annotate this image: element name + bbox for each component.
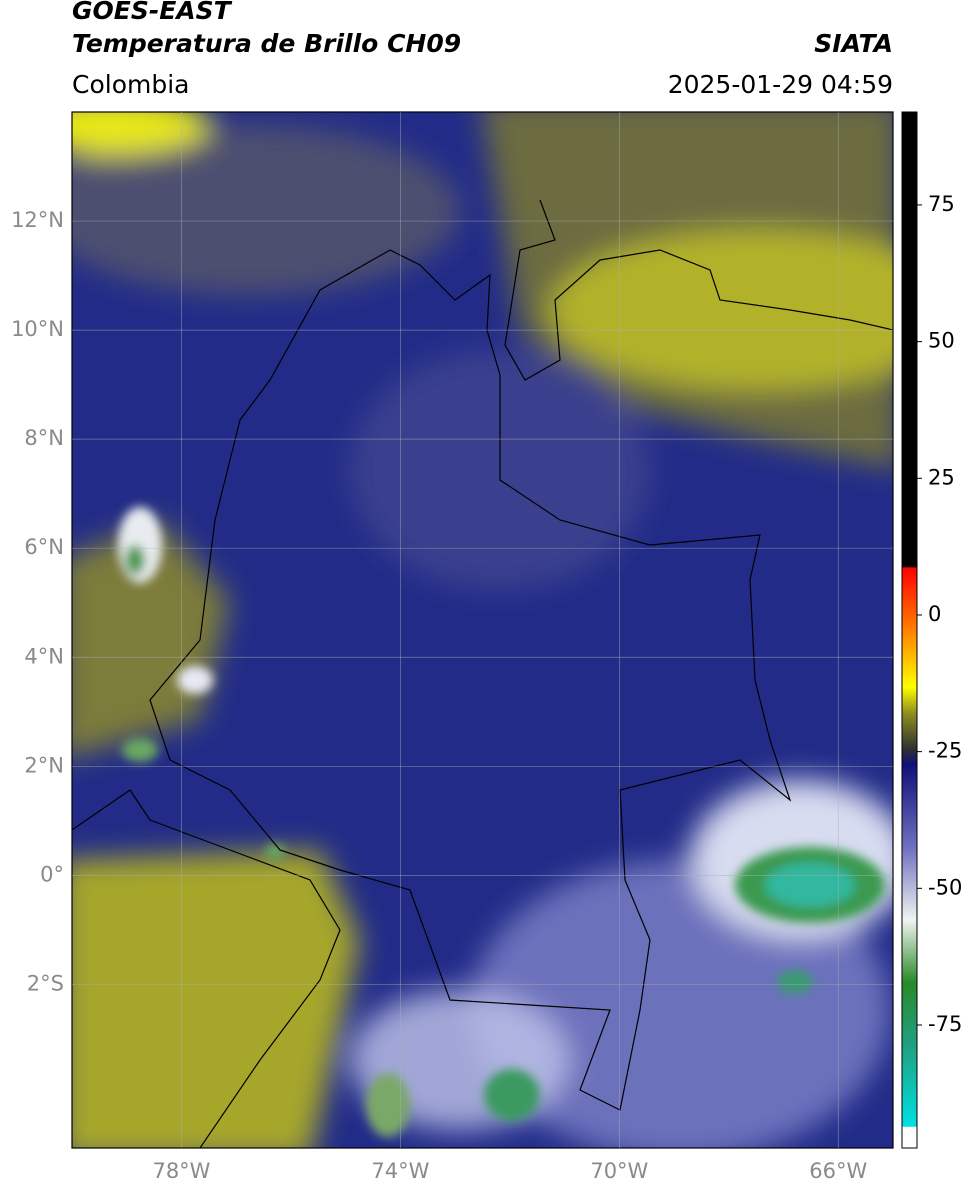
colorbar-tick-label: 50: [928, 329, 955, 353]
source: SIATA: [814, 29, 893, 58]
cold-tops: [118, 507, 885, 1137]
cold-top: [765, 863, 855, 907]
cold-top: [122, 738, 158, 762]
lon-tick-label: 74°W: [371, 1159, 429, 1183]
lat-tick-label: 2°S: [27, 971, 64, 995]
cold-top: [125, 545, 145, 575]
warm-area: [72, 850, 360, 1148]
lat-tick-label: 4°N: [24, 644, 64, 668]
colorbar-tick-label: -50: [928, 875, 962, 899]
colombia-border: [149, 249, 792, 1111]
satellite: GOES-EAST: [72, 0, 233, 25]
lat-tick-label: 10°N: [11, 317, 64, 341]
lon-tick-label: 70°W: [590, 1159, 648, 1183]
map-frame: [71, 111, 894, 1149]
cold-top: [484, 1069, 540, 1121]
lon-tick-label: 66°W: [809, 1159, 867, 1183]
lat-tick-label: 8°N: [24, 426, 64, 450]
colorbar-tick-label: 0: [928, 602, 941, 626]
lat-tick-label: 0°: [40, 862, 64, 886]
warm-area: [72, 112, 210, 155]
colorbar-tick-label: -75: [928, 1012, 962, 1036]
colorbar-tick-label: 25: [928, 465, 955, 489]
cloud-field: [72, 112, 893, 1148]
datetime: 2025-01-29 04:59: [668, 70, 893, 99]
lat-tick-label: 6°N: [24, 535, 64, 559]
product: Temperatura de Brillo CH09: [72, 29, 461, 58]
colorbar: [901, 111, 918, 1149]
cold-top: [265, 844, 285, 860]
olive-area: [72, 520, 230, 757]
warm-area: [550, 230, 893, 390]
cold-top: [177, 666, 213, 694]
lat-tick-label: 2°N: [24, 753, 64, 777]
lat-tick-label: 12°N: [11, 208, 64, 232]
cold-top: [777, 970, 813, 994]
coastline: [72, 789, 341, 1148]
coastline: [504, 199, 893, 381]
lon-tick-label: 78°W: [152, 1159, 210, 1183]
colorbar-tick-label: 75: [928, 192, 955, 216]
colorbar-tick-label: -25: [928, 739, 962, 763]
region: Colombia: [72, 70, 189, 99]
cold-top: [366, 1073, 410, 1137]
satellite-image: [72, 112, 893, 1148]
cool-area: [72, 125, 460, 295]
